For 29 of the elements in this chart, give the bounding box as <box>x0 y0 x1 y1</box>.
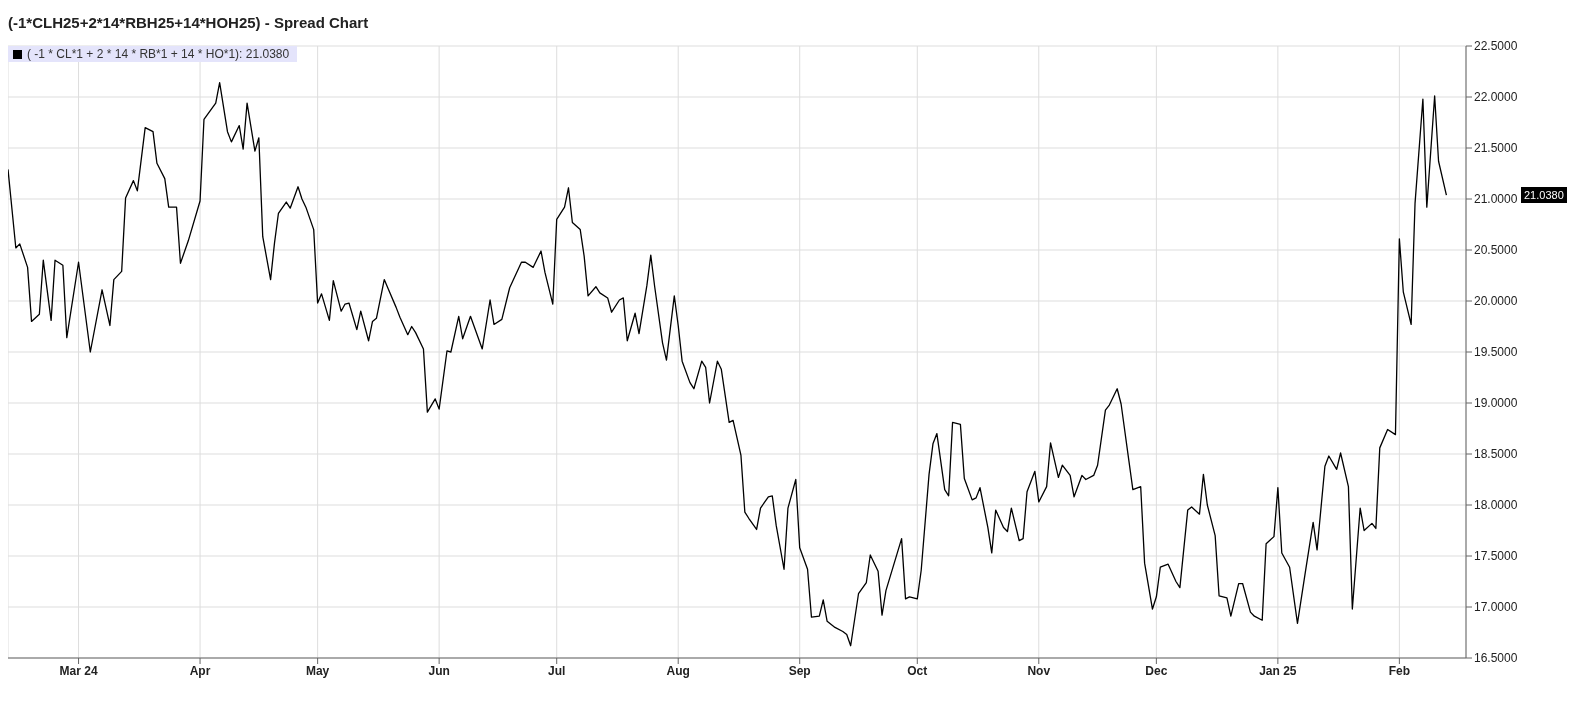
y-tick-label: 21.0000 <box>1474 192 1518 207</box>
x-tick-label: Oct <box>907 663 928 678</box>
y-tick-label: 16.5000 <box>1474 651 1518 666</box>
line-series <box>8 82 1448 647</box>
x-tick-label: Mar 24 <box>59 663 98 678</box>
x-tick-label: Feb <box>1388 663 1411 678</box>
y-tick-label: 19.5000 <box>1474 345 1518 360</box>
y-tick-label: 17.5000 <box>1474 549 1518 564</box>
x-tick-label: Aug <box>666 663 690 678</box>
x-tick-label: Jul <box>548 663 566 678</box>
x-tick-label: Jun <box>428 663 450 678</box>
chart-title: (-1*CLH25+2*14*RBH25+14*HOH25) - Spread Chart <box>8 13 370 33</box>
y-tick-label: 22.5000 <box>1474 39 1518 54</box>
x-tick-label: Nov <box>1027 663 1051 678</box>
y-tick-label: 21.5000 <box>1474 141 1518 156</box>
y-tick-label: 17.0000 <box>1474 600 1518 615</box>
text: 21.0380 <box>1521 187 1567 204</box>
x-tick-label: Sep <box>788 663 811 678</box>
x-tick-label: Apr <box>189 663 211 678</box>
x-tick-label: May <box>305 663 330 678</box>
y-tick-label: 18.0000 <box>1474 498 1518 513</box>
legend-label: ( -1 * CL*1 + 2 * 14 * RB*1 + 14 * HO*1): 21.0380 <box>27 47 290 61</box>
y-tick-label: 20.5000 <box>1474 243 1518 258</box>
x-tick-label: Dec <box>1145 663 1168 678</box>
y-tick-label: 20.0000 <box>1474 294 1518 309</box>
y-tick-label: 19.0000 <box>1474 396 1518 411</box>
y-tick-label: 22.0000 <box>1474 90 1518 105</box>
x-tick-label: Jan 25 <box>1259 663 1297 678</box>
y-tick-label: 18.5000 <box>1474 447 1518 462</box>
